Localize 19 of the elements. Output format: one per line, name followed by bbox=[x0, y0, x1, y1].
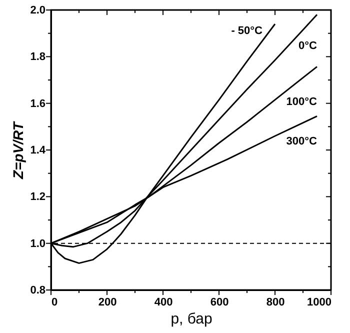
x-tick-label: 1000 bbox=[307, 296, 332, 308]
y-tick-label: 1.2 bbox=[30, 191, 46, 204]
series-label: 300°C bbox=[286, 136, 318, 148]
legend-label: 100°C bbox=[286, 96, 318, 108]
y-axis-title: Z=pV/RT bbox=[10, 120, 26, 180]
y-tick-label: 1.0 bbox=[30, 238, 46, 250]
x-tick-label: 400 bbox=[154, 296, 173, 308]
y-tick-label: 1.4 bbox=[30, 144, 46, 156]
x-tick-label: 200 bbox=[98, 296, 117, 308]
x-tick-label: 800 bbox=[266, 296, 285, 308]
series-label: - 50°C bbox=[231, 25, 263, 37]
x-tick-label: 0 bbox=[52, 296, 58, 308]
x-tick-label: 600 bbox=[210, 296, 229, 308]
series-label: 0°C bbox=[298, 40, 318, 52]
y-tick-label: 1.6 bbox=[30, 98, 46, 110]
y-tick-label: 1.8 bbox=[30, 51, 46, 64]
y-tick-label: 2.0 bbox=[30, 4, 46, 16]
x-axis-title: p, бар bbox=[170, 310, 212, 328]
y-tick-label: 0.8 bbox=[30, 284, 46, 296]
